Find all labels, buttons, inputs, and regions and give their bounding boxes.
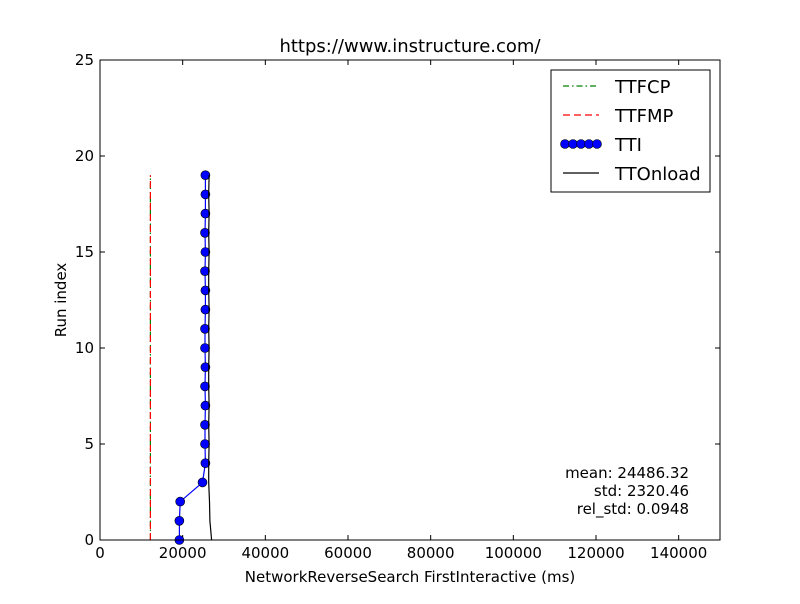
x-tick-label: 140000 [650, 544, 707, 562]
series-ttonload [208, 175, 213, 541]
x-tick-label: 60000 [324, 544, 372, 562]
stats-annotations: mean: 24486.32 std: 2320.46 rel_std: 0.0… [565, 464, 689, 519]
tti-point [200, 189, 211, 200]
chart-title: https://www.instructure.com/ [279, 36, 541, 57]
tti-point [197, 477, 208, 488]
legend-marker [560, 139, 570, 149]
x-tick-label: 20000 [159, 544, 207, 562]
stats-rel-std: rel_std: 0.0948 [577, 500, 689, 519]
tti-point [200, 381, 210, 392]
legend-label: TTI [614, 135, 642, 156]
x-tick-label: 40000 [241, 544, 289, 562]
tti-point [200, 419, 210, 430]
legend-item-ttfcp: TTFCP [563, 77, 671, 98]
x-tick-label: 80000 [407, 544, 455, 562]
legend-marker [568, 139, 578, 149]
y-tick-label: 20 [75, 147, 94, 165]
y-tick-label: 5 [84, 435, 94, 453]
legend-box [550, 69, 711, 193]
tti-point [200, 304, 211, 315]
axis-ticks: 0 20000 40000 60000 80000 100000 120000 140000 0… [75, 51, 720, 562]
tti-point [200, 266, 210, 277]
tti-point [200, 400, 211, 411]
series-tti [174, 170, 211, 545]
x-axis-label: NetworkReverseSearch FirstInteractive (m… [245, 568, 576, 586]
tti-point [200, 208, 211, 219]
tti-point [200, 343, 210, 353]
y-axis-label: Run index [52, 263, 70, 338]
x-tick-label: 0 [95, 544, 105, 562]
x-tick-label: 120000 [567, 544, 624, 562]
legend-label: TTFMP [614, 106, 674, 127]
tti-point [200, 247, 211, 257]
legend-item-ttfmp: TTFMP [563, 106, 674, 127]
tti-point [175, 496, 185, 507]
legend-label: TTOnload [614, 164, 701, 185]
legend-item-ttonload: TTOnload [563, 164, 701, 185]
tti-point [200, 323, 210, 334]
y-tick-label: 15 [75, 243, 94, 261]
series-line-ttonload [208, 175, 213, 541]
y-tick-label: 10 [75, 339, 94, 357]
series-layer [149, 170, 213, 545]
legend-marker [584, 139, 594, 149]
tti-point [200, 228, 210, 238]
stats-std: std: 2320.46 [594, 482, 689, 500]
tti-point [200, 285, 211, 296]
legend: TTFCP TTFMP TTI TTOnload [550, 69, 711, 193]
tti-point [174, 515, 185, 526]
legend-label: TTFCP [614, 77, 671, 98]
legend-item-tti: TTI [560, 135, 642, 156]
tti-point [200, 439, 210, 449]
tti-point [200, 458, 211, 469]
x-tick-label: 100000 [485, 544, 542, 562]
stats-mean: mean: 24486.32 [565, 464, 689, 482]
legend-marker [592, 139, 602, 149]
tti-point [200, 170, 211, 180]
y-tick-label: 25 [75, 51, 94, 69]
plot-frame [99, 59, 721, 541]
tti-point [200, 362, 211, 373]
legend-marker [576, 139, 586, 149]
y-tick-label: 0 [84, 531, 94, 549]
